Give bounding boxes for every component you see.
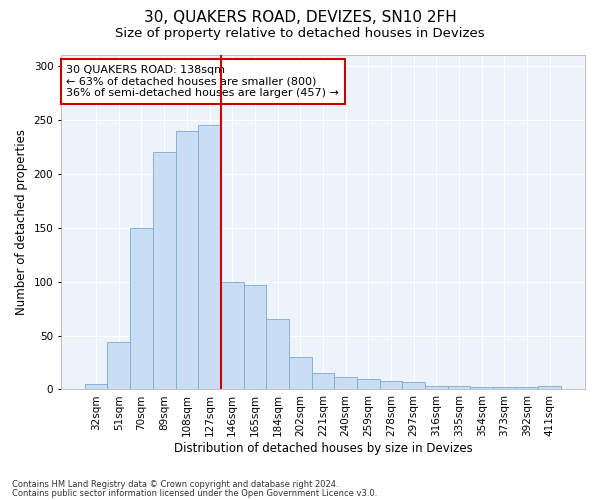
Text: 30, QUAKERS ROAD, DEVIZES, SN10 2FH: 30, QUAKERS ROAD, DEVIZES, SN10 2FH xyxy=(143,10,457,25)
Bar xyxy=(176,130,198,390)
Bar xyxy=(107,342,130,390)
Bar xyxy=(403,382,425,390)
Text: Contains public sector information licensed under the Open Government Licence v3: Contains public sector information licen… xyxy=(12,490,377,498)
Bar xyxy=(198,125,221,390)
Bar xyxy=(357,378,380,390)
Bar xyxy=(493,388,516,390)
Bar xyxy=(380,381,403,390)
X-axis label: Distribution of detached houses by size in Devizes: Distribution of detached houses by size … xyxy=(173,442,472,455)
Bar xyxy=(538,386,561,390)
Bar xyxy=(334,376,357,390)
Bar xyxy=(516,388,538,390)
Text: Contains HM Land Registry data © Crown copyright and database right 2024.: Contains HM Land Registry data © Crown c… xyxy=(12,480,338,489)
Bar xyxy=(85,384,107,390)
Bar xyxy=(311,374,334,390)
Bar xyxy=(221,282,244,390)
Bar xyxy=(289,357,311,390)
Bar xyxy=(153,152,176,390)
Y-axis label: Number of detached properties: Number of detached properties xyxy=(15,129,28,315)
Text: Size of property relative to detached houses in Devizes: Size of property relative to detached ho… xyxy=(115,28,485,40)
Bar xyxy=(266,320,289,390)
Bar xyxy=(130,228,153,390)
Bar xyxy=(244,285,266,390)
Bar xyxy=(425,386,448,390)
Text: 30 QUAKERS ROAD: 138sqm
← 63% of detached houses are smaller (800)
36% of semi-d: 30 QUAKERS ROAD: 138sqm ← 63% of detache… xyxy=(66,65,339,98)
Bar xyxy=(470,388,493,390)
Bar xyxy=(448,386,470,390)
